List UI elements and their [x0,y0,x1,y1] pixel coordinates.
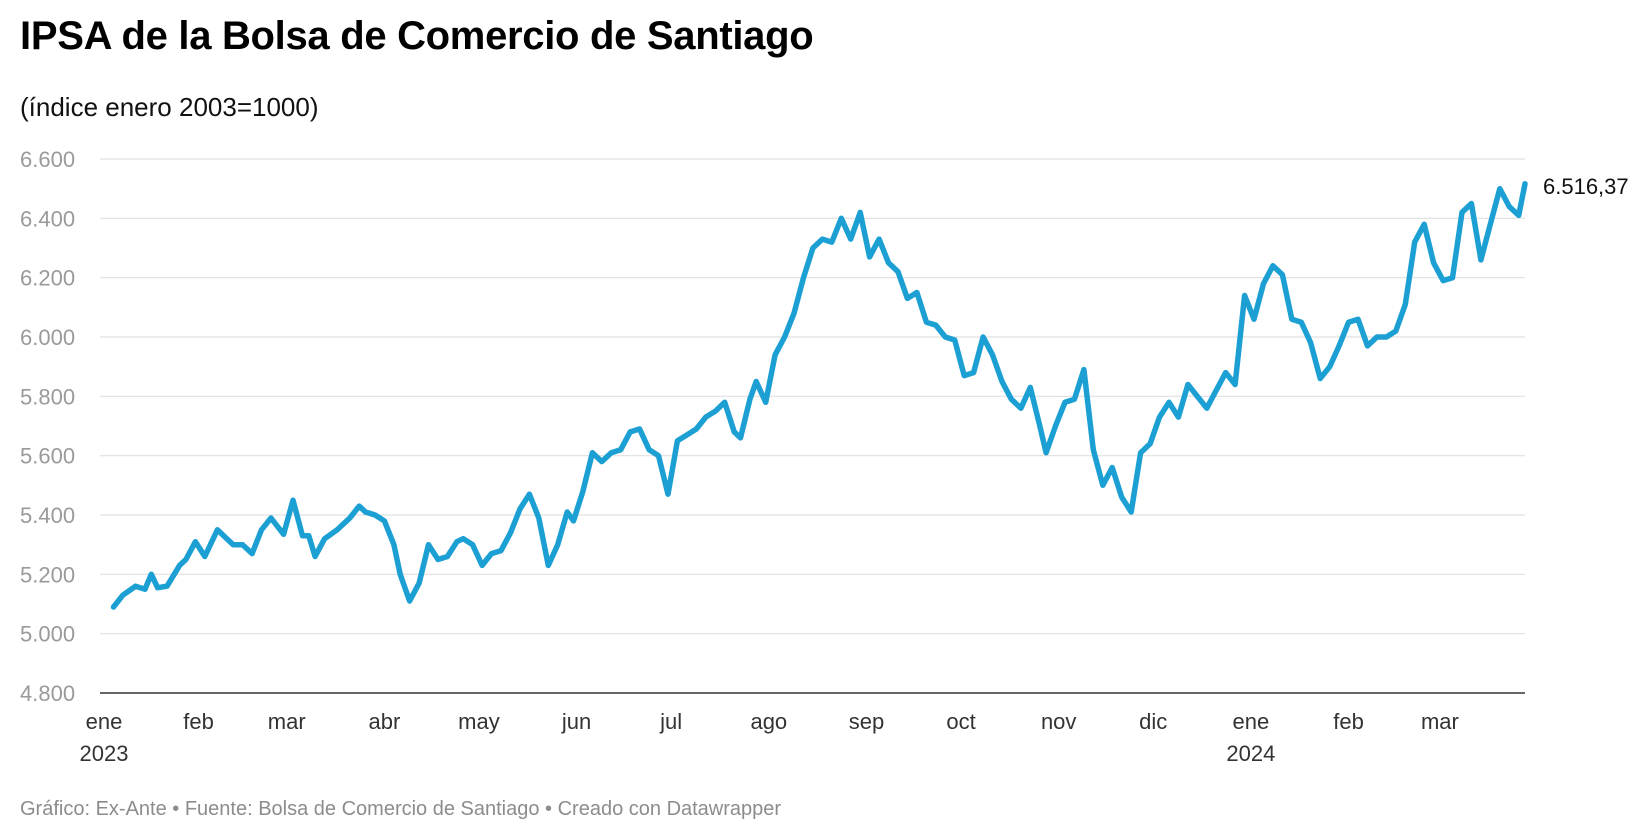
x-tick-label: feb [183,709,214,734]
x-tick-label: mar [1421,709,1459,734]
y-tick-label: 5.400 [20,503,75,528]
x-tick-label: oct [946,709,975,734]
x-tick-label: ene [1233,709,1270,734]
x-tick-label: sep [849,709,884,734]
x-tick-label: jun [561,709,591,734]
y-tick-label: 5.800 [20,384,75,409]
gridlines [100,158,1525,694]
series-layer [110,181,1528,610]
y-tick-label: 5.600 [20,444,75,469]
y-tick-label: 6.200 [20,266,75,291]
y-tick-label: 6.000 [20,325,75,350]
source-footer: Gráfico: Ex-Ante • Fuente: Bolsa de Come… [20,798,782,820]
end-value-label: 6.516,37 [1543,174,1629,199]
y-tick-label: 6.400 [20,206,75,231]
y-tick-label: 6.600 [20,147,75,172]
x-tick-year-label: 2023 [80,741,129,766]
x-tick-label: jul [659,709,682,734]
x-tick-label: may [458,709,500,734]
x-axis-ticks: ene 2023 feb mar abr may jun jul ago sep oct nov dic… [80,709,1459,766]
x-tick-year-label: 2024 [1226,741,1275,766]
y-axis-ticks: 4.800 5.000 5.200 5.400 5.600 5.800 6.000 6.200… [20,147,75,706]
x-tick-label: nov [1041,709,1076,734]
y-tick-label: 5.000 [20,622,75,647]
x-tick-label: ago [750,709,787,734]
x-tick-label: mar [268,709,306,734]
chart-title: IPSA de la Bolsa de Comercio de Santiago [20,14,814,58]
ipsa-series-line [110,181,1528,610]
chart-subtitle: (índice enero 2003=1000) [20,92,319,122]
x-tick-label: ene [86,709,123,734]
x-tick-label: feb [1333,709,1364,734]
x-tick-label: dic [1139,709,1167,734]
x-tick-label: abr [369,709,401,734]
y-tick-label: 5.200 [20,562,75,587]
y-tick-label: 4.800 [20,681,75,706]
